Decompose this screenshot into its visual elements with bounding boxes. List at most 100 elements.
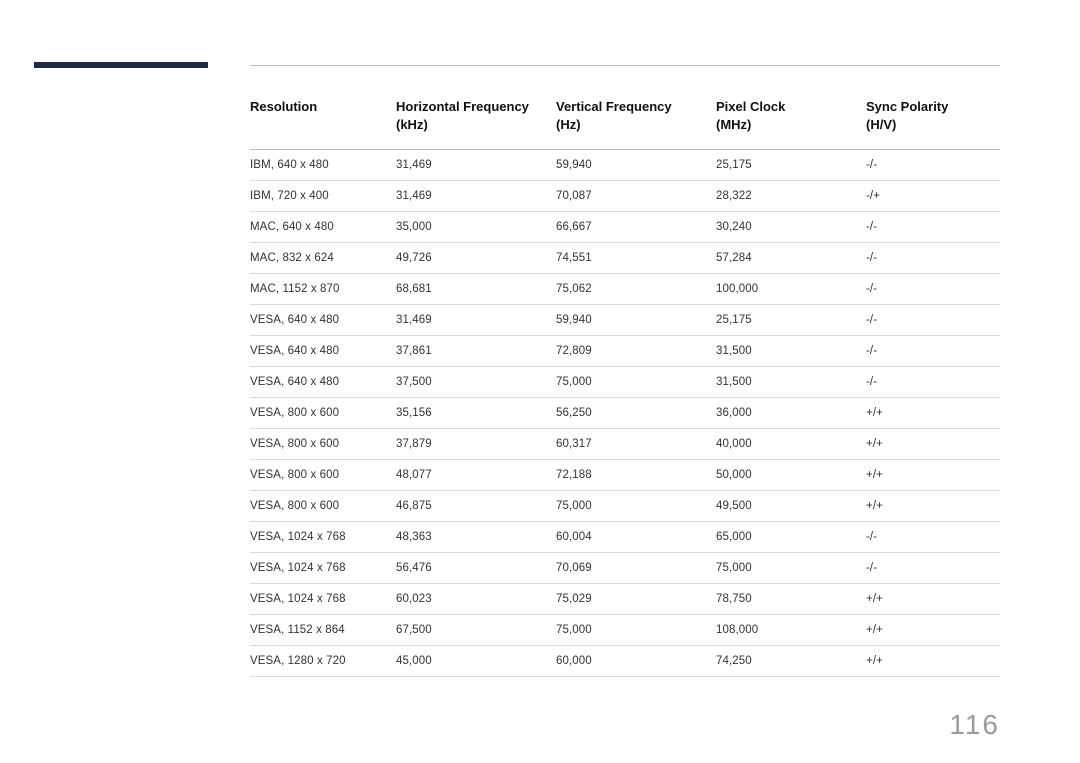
table-cell: 25,175 xyxy=(716,314,866,326)
th-pixelclock: Pixel Clock (MHz) xyxy=(716,98,866,133)
table-cell: -/- xyxy=(866,221,996,233)
table-cell: -/- xyxy=(866,314,996,326)
table-cell: 78,750 xyxy=(716,593,866,605)
th-sync-l1: Sync Polarity xyxy=(866,98,996,116)
table-row: VESA, 1024 x 76860,02375,02978,750+/+ xyxy=(250,584,1000,615)
table-cell: VESA, 1024 x 768 xyxy=(250,593,396,605)
table-cell: 60,000 xyxy=(556,655,716,667)
table-cell: 75,000 xyxy=(716,562,866,574)
table-body: IBM, 640 x 48031,46959,94025,175-/-IBM, … xyxy=(250,150,1000,677)
table-row: IBM, 640 x 48031,46959,94025,175-/- xyxy=(250,150,1000,181)
th-hfreq-l2: (kHz) xyxy=(396,116,556,134)
table-cell: -/- xyxy=(866,562,996,574)
table-cell: 37,861 xyxy=(396,345,556,357)
table-cell: VESA, 640 x 480 xyxy=(250,376,396,388)
table-cell: IBM, 720 x 400 xyxy=(250,190,396,202)
table-cell: 48,077 xyxy=(396,469,556,481)
table-cell: 37,500 xyxy=(396,376,556,388)
table-row: MAC, 832 x 62449,72674,55157,284-/- xyxy=(250,243,1000,274)
table-cell: VESA, 800 x 600 xyxy=(250,500,396,512)
table-cell: -/- xyxy=(866,252,996,264)
table-cell: 75,000 xyxy=(556,376,716,388)
table-cell: 50,000 xyxy=(716,469,866,481)
table-cell: 60,023 xyxy=(396,593,556,605)
table-cell: 108,000 xyxy=(716,624,866,636)
table-row: VESA, 1280 x 72045,00060,00074,250+/+ xyxy=(250,646,1000,677)
table-cell: 40,000 xyxy=(716,438,866,450)
table-cell: 75,029 xyxy=(556,593,716,605)
table-cell: 57,284 xyxy=(716,252,866,264)
table-cell: 31,469 xyxy=(396,190,556,202)
table-cell: 72,809 xyxy=(556,345,716,357)
table-cell: 74,551 xyxy=(556,252,716,264)
th-hfreq-l1: Horizontal Frequency xyxy=(396,98,556,116)
table-cell: VESA, 800 x 600 xyxy=(250,438,396,450)
table-cell: +/+ xyxy=(866,469,996,481)
table-row: VESA, 640 x 48031,46959,94025,175-/- xyxy=(250,305,1000,336)
table-cell: 65,000 xyxy=(716,531,866,543)
timing-table: Resolution Horizontal Frequency (kHz) Ve… xyxy=(250,92,1000,677)
table-cell: +/+ xyxy=(866,593,996,605)
table-cell: 56,476 xyxy=(396,562,556,574)
th-sync-l2: (H/V) xyxy=(866,116,996,134)
table-cell: -/- xyxy=(866,376,996,388)
table-cell: IBM, 640 x 480 xyxy=(250,159,396,171)
table-cell: 37,879 xyxy=(396,438,556,450)
table-row: VESA, 1152 x 86467,50075,000108,000+/+ xyxy=(250,615,1000,646)
table-cell: 56,250 xyxy=(556,407,716,419)
table-cell: VESA, 640 x 480 xyxy=(250,314,396,326)
table-cell: 46,875 xyxy=(396,500,556,512)
th-vfreq-l1: Vertical Frequency xyxy=(556,98,716,116)
table-row: VESA, 800 x 60035,15656,25036,000+/+ xyxy=(250,398,1000,429)
page-number: 116 xyxy=(949,709,1000,741)
table-cell: 31,500 xyxy=(716,345,866,357)
table-cell: +/+ xyxy=(866,655,996,667)
table-cell: 60,317 xyxy=(556,438,716,450)
table-cell: 70,069 xyxy=(556,562,716,574)
table-row: IBM, 720 x 40031,46970,08728,322-/+ xyxy=(250,181,1000,212)
table-header-row: Resolution Horizontal Frequency (kHz) Ve… xyxy=(250,92,1000,150)
table-cell: 67,500 xyxy=(396,624,556,636)
table-cell: 35,156 xyxy=(396,407,556,419)
table-cell: 59,940 xyxy=(556,314,716,326)
table-row: VESA, 800 x 60037,87960,31740,000+/+ xyxy=(250,429,1000,460)
table-cell: 48,363 xyxy=(396,531,556,543)
table-cell: 49,726 xyxy=(396,252,556,264)
table-cell: +/+ xyxy=(866,438,996,450)
table-cell: 70,087 xyxy=(556,190,716,202)
table-cell: -/- xyxy=(866,283,996,295)
table-cell: 59,940 xyxy=(556,159,716,171)
table-row: VESA, 800 x 60048,07772,18850,000+/+ xyxy=(250,460,1000,491)
table-cell: 100,000 xyxy=(716,283,866,295)
accent-bar xyxy=(34,62,208,68)
table-cell: -/- xyxy=(866,345,996,357)
table-cell: 72,188 xyxy=(556,469,716,481)
th-vfreq-l2: (Hz) xyxy=(556,116,716,134)
table-cell: 30,240 xyxy=(716,221,866,233)
table-cell: +/+ xyxy=(866,500,996,512)
table-cell: 31,500 xyxy=(716,376,866,388)
table-row: VESA, 800 x 60046,87575,00049,500+/+ xyxy=(250,491,1000,522)
table-cell: MAC, 1152 x 870 xyxy=(250,283,396,295)
th-hfreq: Horizontal Frequency (kHz) xyxy=(396,98,556,133)
table-cell: MAC, 832 x 624 xyxy=(250,252,396,264)
table-cell: 66,667 xyxy=(556,221,716,233)
th-pixelclock-l1: Pixel Clock xyxy=(716,98,866,116)
table-cell: 36,000 xyxy=(716,407,866,419)
table-cell: -/- xyxy=(866,531,996,543)
table-cell: VESA, 800 x 600 xyxy=(250,469,396,481)
table-cell: VESA, 1024 x 768 xyxy=(250,531,396,543)
table-cell: VESA, 640 x 480 xyxy=(250,345,396,357)
table-cell: -/+ xyxy=(866,190,996,202)
table-cell: 75,062 xyxy=(556,283,716,295)
table-cell: 45,000 xyxy=(396,655,556,667)
table-cell: +/+ xyxy=(866,624,996,636)
table-cell: VESA, 1280 x 720 xyxy=(250,655,396,667)
table-cell: 31,469 xyxy=(396,159,556,171)
th-vfreq: Vertical Frequency (Hz) xyxy=(556,98,716,133)
table-cell: 60,004 xyxy=(556,531,716,543)
table-cell: -/- xyxy=(866,159,996,171)
page: Resolution Horizontal Frequency (kHz) Ve… xyxy=(0,0,1080,763)
table-cell: VESA, 800 x 600 xyxy=(250,407,396,419)
table-cell: VESA, 1024 x 768 xyxy=(250,562,396,574)
